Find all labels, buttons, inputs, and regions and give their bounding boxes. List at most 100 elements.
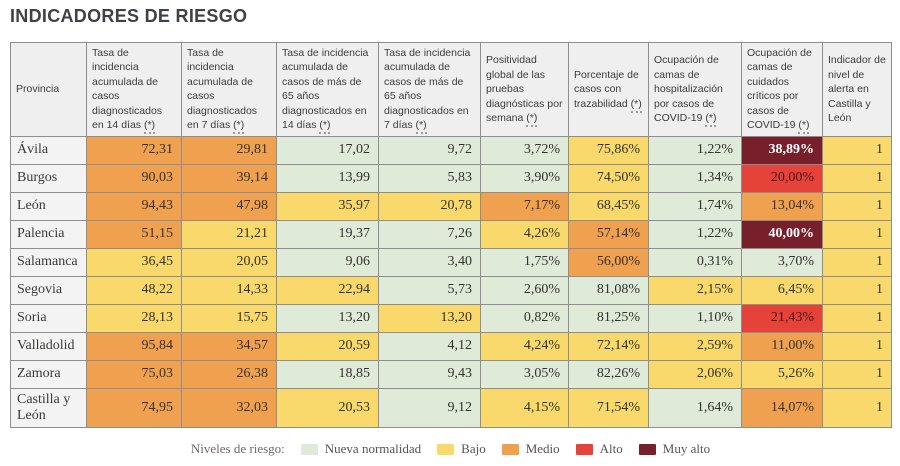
value-cell: 0,31% bbox=[648, 247, 742, 277]
table-row: Soria 28,13 15,75 13,20 13,20 0,82% 81,25% 1,10… bbox=[10, 303, 892, 333]
value-cell: 20,05 bbox=[181, 247, 277, 277]
value-cell: 51,15 bbox=[86, 219, 182, 249]
value-cell: 56,00% bbox=[568, 247, 649, 277]
value-cell: 1,10% bbox=[648, 303, 742, 333]
value-cell: 9,72 bbox=[378, 135, 481, 165]
value-cell: 9,43 bbox=[378, 359, 481, 389]
value-cell: 17,02 bbox=[276, 135, 379, 165]
value-cell: 72,14% bbox=[568, 331, 649, 361]
tooltip-marker[interactable]: (*) bbox=[630, 97, 642, 113]
value-cell: 5,83 bbox=[378, 163, 481, 193]
table-row: Salamanca 36,45 20,05 9,06 3,40 1,75% 56,00% 0,… bbox=[10, 247, 892, 277]
table-row: León 94,43 47,98 35,97 20,78 7,17% 68,45% 1,74%… bbox=[10, 191, 892, 221]
value-cell: 13,99 bbox=[276, 163, 379, 193]
risk-table-container: Provincia Tasa de incidencia acumulada de… bbox=[10, 42, 892, 428]
value-cell: 36,45 bbox=[86, 247, 182, 277]
column-header-6: Porcentaje de casos con trazabilidad (*) bbox=[568, 42, 649, 137]
value-cell: 2,15% bbox=[648, 275, 742, 305]
value-cell: 20,78 bbox=[378, 191, 481, 221]
table-body: Ávila 72,31 29,81 17,02 9,72 3,72% 75,86% 1,22%… bbox=[10, 135, 892, 428]
value-cell: 74,50% bbox=[568, 163, 649, 193]
value-cell: 75,03 bbox=[86, 359, 182, 389]
legend-item-bajo: Bajo bbox=[437, 441, 486, 457]
province-name: Castilla y León bbox=[10, 387, 87, 428]
value-cell: 3,05% bbox=[480, 359, 569, 389]
legend-items: Nueva normalidad Bajo Medio Alto Muy alto bbox=[300, 441, 711, 457]
legend-swatch-nueva_normalidad bbox=[300, 443, 318, 455]
value-cell: 81,08% bbox=[568, 275, 649, 305]
table-row: Ávila 72,31 29,81 17,02 9,72 3,72% 75,86% 1,22%… bbox=[10, 135, 892, 165]
value-cell: 1 bbox=[822, 163, 892, 193]
column-header-9: Indicador de nivel de alerta en Castilla… bbox=[822, 42, 892, 137]
table-row: Segovia 48,22 14,33 22,94 5,73 2,60% 81,08% 2,1… bbox=[10, 275, 892, 305]
value-cell: 13,20 bbox=[378, 303, 481, 333]
province-name: Zamora bbox=[10, 359, 87, 389]
value-cell: 72,31 bbox=[86, 135, 182, 165]
risk-indicators-table: Provincia Tasa de incidencia acumulada de… bbox=[10, 42, 892, 428]
province-name: León bbox=[10, 191, 87, 221]
tooltip-marker[interactable]: (*) bbox=[705, 112, 717, 128]
value-cell: 15,75 bbox=[181, 303, 277, 333]
value-cell: 5,26% bbox=[741, 359, 823, 389]
value-cell: 35,97 bbox=[276, 191, 379, 221]
legend-item-alto: Alto bbox=[575, 441, 623, 457]
table-row: Palencia 51,15 21,21 19,37 7,26 4,26% 57,14% 1,… bbox=[10, 219, 892, 249]
value-cell: 14,33 bbox=[181, 275, 277, 305]
value-cell: 20,00% bbox=[741, 163, 823, 193]
value-cell: 3,72% bbox=[480, 135, 569, 165]
tooltip-marker[interactable]: (*) bbox=[415, 119, 427, 135]
legend-swatch-alto bbox=[575, 443, 593, 455]
value-cell: 4,15% bbox=[480, 387, 569, 428]
legend-label-medio: Medio bbox=[525, 441, 560, 456]
legend-swatch-muy_alto bbox=[638, 443, 656, 455]
value-cell: 5,73 bbox=[378, 275, 481, 305]
value-cell: 74,95 bbox=[86, 387, 182, 428]
value-cell: 9,06 bbox=[276, 247, 379, 277]
value-cell: 2,60% bbox=[480, 275, 569, 305]
tooltip-marker[interactable]: (*) bbox=[233, 119, 245, 135]
value-cell: 1,22% bbox=[648, 219, 742, 249]
value-cell: 1 bbox=[822, 331, 892, 361]
province-name: Burgos bbox=[10, 163, 87, 193]
value-cell: 20,59 bbox=[276, 331, 379, 361]
tooltip-marker[interactable]: (*) bbox=[143, 119, 156, 135]
value-cell: 20,53 bbox=[276, 387, 379, 428]
tooltip-marker[interactable]: (*) bbox=[526, 112, 538, 128]
legend-item-medio: Medio bbox=[501, 441, 560, 457]
header-row: Provincia Tasa de incidencia acumulada de… bbox=[10, 42, 892, 137]
tooltip-marker[interactable]: (*) bbox=[798, 119, 810, 135]
legend-label-alto: Alto bbox=[599, 441, 623, 456]
value-cell: 47,98 bbox=[181, 191, 277, 221]
value-cell: 4,12 bbox=[378, 331, 481, 361]
province-name: Palencia bbox=[10, 219, 87, 249]
value-cell: 13,04% bbox=[741, 191, 823, 221]
value-cell: 0,82% bbox=[480, 303, 569, 333]
tooltip-marker[interactable]: (*) bbox=[319, 119, 331, 135]
province-name: Ávila bbox=[10, 135, 87, 165]
legend-item-nueva_normalidad: Nueva normalidad bbox=[300, 441, 422, 457]
value-cell: 3,70% bbox=[741, 247, 823, 277]
column-header-0: Provincia bbox=[10, 42, 87, 137]
value-cell: 1,74% bbox=[648, 191, 742, 221]
legend-swatch-medio bbox=[501, 443, 519, 455]
value-cell: 1 bbox=[822, 359, 892, 389]
value-cell: 68,45% bbox=[568, 191, 649, 221]
value-cell: 18,85 bbox=[276, 359, 379, 389]
value-cell: 1 bbox=[822, 135, 892, 165]
table-row: Zamora 75,03 26,38 18,85 9,43 3,05% 82,26% 2,06… bbox=[10, 359, 892, 389]
value-cell: 40,00% bbox=[741, 219, 823, 249]
value-cell: 28,13 bbox=[86, 303, 182, 333]
value-cell: 14,07% bbox=[741, 387, 823, 428]
risk-legend: Niveles de riesgo: Nueva normalidad Bajo M… bbox=[10, 441, 891, 457]
value-cell: 71,54% bbox=[568, 387, 649, 428]
legend-item-muy_alto: Muy alto bbox=[638, 441, 711, 457]
value-cell: 94,43 bbox=[86, 191, 182, 221]
value-cell: 1,34% bbox=[648, 163, 742, 193]
legend-label-nueva_normalidad: Nueva normalidad bbox=[324, 441, 422, 456]
value-cell: 81,25% bbox=[568, 303, 649, 333]
value-cell: 39,14 bbox=[181, 163, 277, 193]
value-cell: 9,12 bbox=[378, 387, 481, 428]
value-cell: 11,00% bbox=[741, 331, 823, 361]
legend-label-muy_alto: Muy alto bbox=[662, 441, 711, 456]
value-cell: 1 bbox=[822, 247, 892, 277]
